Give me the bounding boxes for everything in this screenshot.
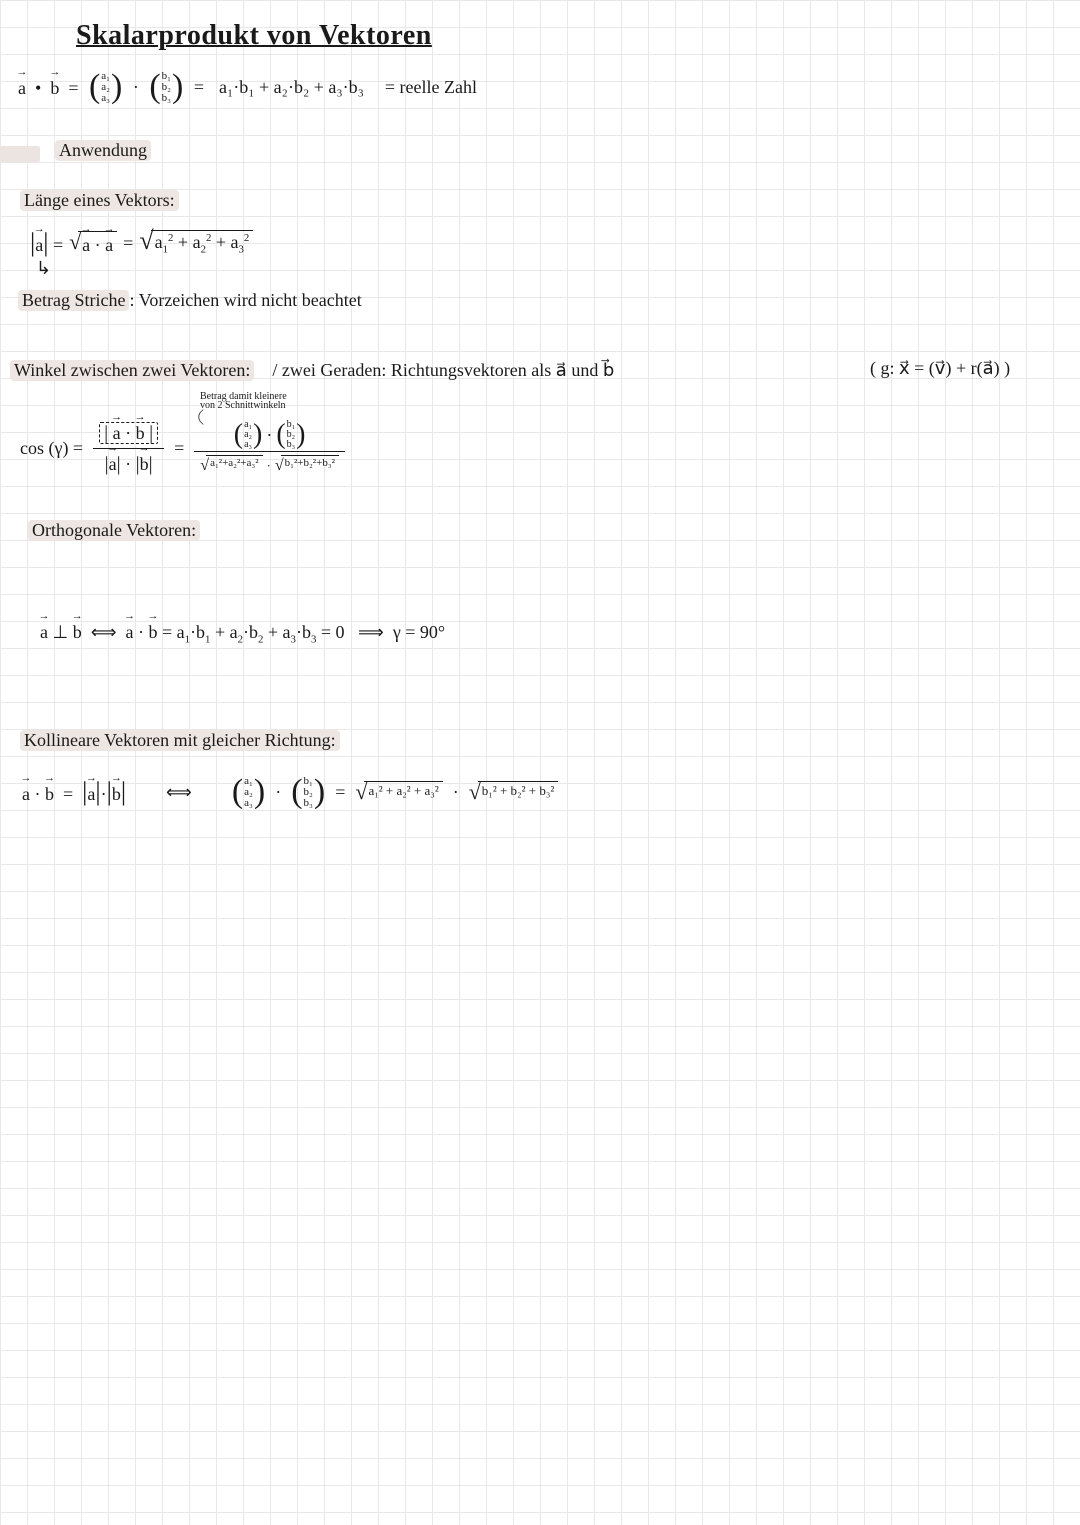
koll-vec-a: (a₁a₂a₃) (232, 775, 265, 809)
length-heading: Länge eines Vektors: (20, 190, 179, 211)
anwendung-heading: Anwendung (55, 140, 151, 161)
betrag-pointer-icon: ↳ (36, 258, 51, 279)
angle-geraden-note: / zwei Geraden: Richtungsvektoren als a⃗… (272, 360, 614, 380)
ortho-heading: Orthogonale Vektoren: (28, 520, 200, 541)
ortho-formula: a ⊥ b ⟺ a · b = a1·b1 + a2·b2 + a3·b3 = … (40, 620, 445, 646)
kollinear-heading: Kollineare Vektoren mit gleicher Richtun… (20, 730, 340, 751)
koll-vec-b: (b₁b₂b₃) (291, 775, 325, 809)
length-formula: |a| = √a · a = √a12 + a22 + a32 (30, 230, 253, 256)
cos-formula: cos (γ) = | a · b | |a| · |b| = (a₁a₂a₃)… (20, 420, 345, 477)
page: Skalarprodukt von Vektoren a • b = ( a₁a… (0, 0, 1080, 1525)
vector-a: ( a₁a₂a₃ ) (89, 70, 122, 104)
definition-result-note: = reelle Zahl (385, 77, 477, 98)
annotation-arrow-icon (196, 410, 210, 429)
kollinear-formula: a · b = |a|·|b| ⟺ (a₁a₂a₃) · (b₁b₂b₃) = … (22, 775, 558, 809)
angle-param-form: ( g: x⃗ = (v⃗) + r(a⃗) ) (870, 358, 1010, 379)
cos-fraction-1: | a · b | |a| · |b| (93, 420, 164, 477)
cos-fraction-2: (a₁a₂a₃) · (b₁b₂b₃) √a₁²+a₂²+a₃² · √b₁²+… (194, 420, 345, 477)
betrag-annotation: Betrag damit kleinere von 2 Schnittwinke… (200, 392, 300, 410)
page-title: Skalarprodukt von Vektoren (76, 20, 1050, 52)
definition-expansion: a₁·b₁ + a₂·b₂ + a₃·b₃ (219, 77, 364, 98)
definition-row: a • b = ( a₁a₂a₃ ) · ( b₁b₂b₃ ) = a₁·b₁ … (18, 70, 477, 104)
betrag-note: Betrag Striche: Vorzeichen wird nicht be… (18, 290, 362, 311)
vector-b: ( b₁b₂b₃ ) (149, 70, 183, 104)
angle-heading: Winkel zwischen zwei Vektoren: (10, 360, 254, 381)
angle-heading-row: Winkel zwischen zwei Vektoren: / zwei Ge… (10, 360, 614, 381)
